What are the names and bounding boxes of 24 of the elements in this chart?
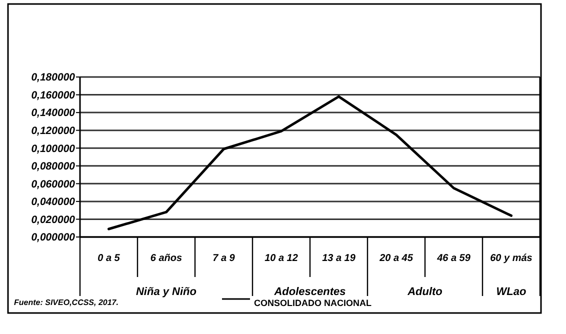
y-tick-label: 0,020000 [31,214,76,226]
x-tick-label: 0 a 5 [98,253,120,264]
text: WLao [496,286,526,298]
y-tick-label: 0,000000 [31,232,76,244]
y-tick-label: 0,160000 [31,89,76,102]
y-tick-label: 0,100000 [31,142,76,155]
y-tick-label: 0,080000 [31,160,76,173]
y-tick-label: 0,140000 [31,107,76,120]
y-tick-label: 0,040000 [31,196,76,208]
y-tick-label: 0,120000 [31,125,76,138]
y-tick-label: 0,180000 [31,72,76,84]
x-tick-label: 13 a 19 [322,253,356,264]
source-note: Fuente: SIVEO,CCSS, 2017. [14,298,118,307]
x-tick-label: 10 a 12 [264,253,298,264]
text: Adolescentes [273,286,346,298]
text: Niña y Niño [136,286,197,298]
text: Adulto [406,286,443,298]
x-tick-label: 7 a 9 [212,253,236,264]
x-tick-label: 60 y más [490,253,533,264]
x-tick-label: 6 años [150,253,183,264]
y-tick-label: 0,060000 [31,178,76,190]
x-tick-label: 46 a 59 [436,253,471,264]
legend-label: CONSOLIDADO NACIONAL [254,298,372,308]
x-tick-label: 20 a 45 [378,253,414,264]
